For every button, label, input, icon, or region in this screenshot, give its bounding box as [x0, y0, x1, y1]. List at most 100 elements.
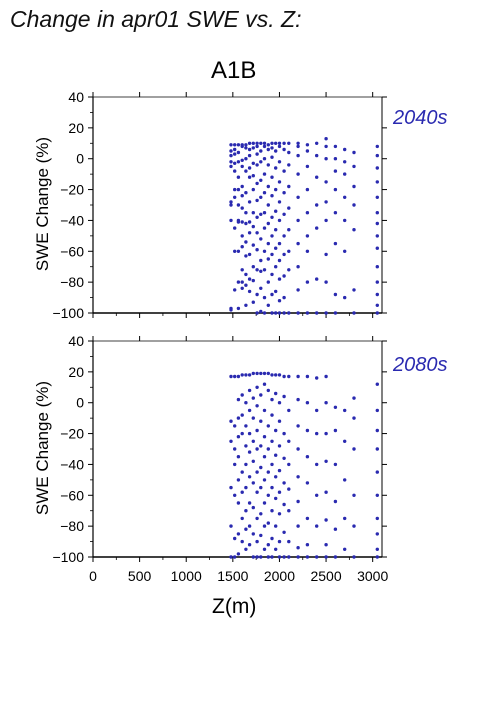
- x-tick-label: 2500: [310, 568, 341, 584]
- data-point: [262, 501, 267, 505]
- data-point: [343, 439, 347, 443]
- data-point: [266, 241, 270, 246]
- data-point: [343, 160, 347, 164]
- data-point: [296, 311, 300, 315]
- data-point: [333, 169, 338, 173]
- data-point: [270, 252, 274, 257]
- data-point: [277, 468, 282, 473]
- data-point: [277, 539, 282, 544]
- data-point: [266, 257, 270, 261]
- data-point: [343, 408, 347, 413]
- data-point: [282, 431, 286, 436]
- x-tick-label: 0: [89, 568, 97, 584]
- data-point: [375, 303, 379, 307]
- data-point: [259, 178, 263, 182]
- data-point: [229, 439, 233, 443]
- data-point: [324, 459, 328, 463]
- data-point: [229, 308, 233, 312]
- data-point: [305, 374, 310, 379]
- data-point: [236, 552, 241, 556]
- data-point: [282, 234, 286, 238]
- data-point: [333, 144, 338, 149]
- data-point: [229, 218, 233, 223]
- data-point: [259, 269, 263, 273]
- data-point: [333, 157, 338, 161]
- data-point: [233, 187, 237, 192]
- data-point: [343, 195, 347, 199]
- data-point: [315, 226, 319, 230]
- data-point: [274, 311, 278, 315]
- data-point: [296, 218, 300, 223]
- data-point: [247, 289, 252, 294]
- data-point: [266, 143, 270, 147]
- data-point: [229, 524, 233, 528]
- data-point: [315, 493, 319, 497]
- data-point: [277, 555, 282, 559]
- data-point: [282, 274, 286, 278]
- data-point: [251, 146, 255, 150]
- data-point: [287, 539, 291, 544]
- data-point: [251, 532, 255, 536]
- data-point: [324, 311, 328, 315]
- data-point: [259, 195, 263, 199]
- data-point: [287, 249, 291, 253]
- data-point: [274, 391, 278, 396]
- data-point: [352, 555, 356, 559]
- data-point: [259, 149, 263, 153]
- data-point: [247, 501, 252, 505]
- data-point: [333, 292, 338, 297]
- data-point: [262, 249, 267, 253]
- data-point: [315, 153, 319, 158]
- data-point: [255, 181, 259, 186]
- data-point: [233, 493, 237, 497]
- data-point: [375, 166, 379, 170]
- data-point: [236, 143, 241, 147]
- data-point: [375, 292, 379, 297]
- data-point: [262, 371, 267, 376]
- data-point: [277, 299, 282, 303]
- data-point: [247, 153, 252, 158]
- data-point: [375, 221, 379, 226]
- data-point: [324, 490, 328, 494]
- data-point: [375, 555, 379, 559]
- data-point: [315, 408, 319, 413]
- data-point: [255, 144, 259, 149]
- data-point: [259, 286, 263, 290]
- data-point: [375, 428, 379, 433]
- data-point: [277, 419, 282, 423]
- data-point: [229, 153, 233, 158]
- data-point: [236, 187, 241, 192]
- data-point: [229, 164, 233, 169]
- data-point: [352, 493, 356, 497]
- data-point: [270, 413, 274, 417]
- data-point: [343, 516, 347, 521]
- data-point: [375, 265, 379, 269]
- y-tick-label: −80: [60, 518, 84, 534]
- data-point: [324, 137, 328, 141]
- data-point: [266, 163, 270, 167]
- data-point: [296, 265, 300, 269]
- data-point: [274, 373, 278, 377]
- data-point: [259, 237, 263, 241]
- data-point: [259, 485, 263, 490]
- data-point: [287, 439, 291, 443]
- data-point: [240, 184, 244, 189]
- data-point: [296, 546, 300, 550]
- data-point: [229, 374, 233, 379]
- data-point: [375, 280, 379, 284]
- data-point: [324, 252, 328, 257]
- data-point: [305, 280, 310, 284]
- data-point: [296, 153, 300, 158]
- data-point: [282, 212, 286, 216]
- data-point: [305, 311, 310, 315]
- data-point: [244, 240, 248, 244]
- data-point: [255, 215, 259, 219]
- data-point: [296, 288, 300, 292]
- data-point: [244, 272, 248, 277]
- data-point: [296, 397, 300, 402]
- data-point: [352, 228, 356, 232]
- data-point: [270, 175, 274, 179]
- data-point: [240, 144, 244, 149]
- data-point: [324, 157, 328, 161]
- data-point: [296, 555, 300, 559]
